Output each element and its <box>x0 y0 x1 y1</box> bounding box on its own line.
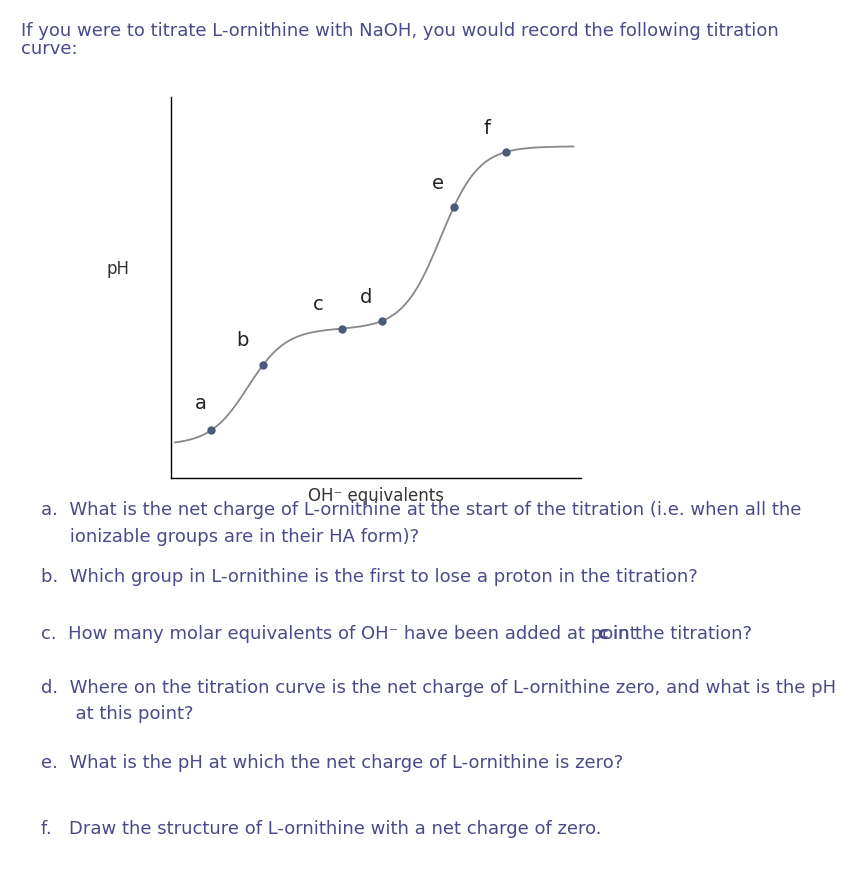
Text: d.  Where on the titration curve is the net charge of L-ornithine zero, and what: d. Where on the titration curve is the n… <box>41 678 836 722</box>
Text: f: f <box>484 119 491 138</box>
Text: c: c <box>312 294 323 314</box>
Text: f.   Draw the structure of L-ornithine with a net charge of zero.: f. Draw the structure of L-ornithine wit… <box>41 820 602 837</box>
Text: e: e <box>432 174 444 193</box>
Text: c: c <box>597 625 607 642</box>
Text: b.  Which group in L-ornithine is the first to lose a proton in the titration?: b. Which group in L-ornithine is the fir… <box>41 567 698 585</box>
Text: c.  How many molar equivalents of OH⁻ have been added at point: c. How many molar equivalents of OH⁻ hav… <box>41 625 643 642</box>
Text: a.  What is the net charge of L-ornithine at the start of the titration (i.e. wh: a. What is the net charge of L-ornithine… <box>41 501 801 545</box>
Text: pH: pH <box>106 260 129 278</box>
Text: e.  What is the pH at which the net charge of L-ornithine is zero?: e. What is the pH at which the net charg… <box>41 753 623 771</box>
Text: If you were to titrate L-ornithine with NaOH, you would record the following tit: If you were to titrate L-ornithine with … <box>21 22 779 40</box>
Text: b: b <box>237 330 249 349</box>
Text: in the titration?: in the titration? <box>607 625 752 642</box>
Text: a: a <box>195 393 207 413</box>
X-axis label: OH⁻ equivalents: OH⁻ equivalents <box>308 486 445 505</box>
Text: d: d <box>360 288 373 307</box>
Text: curve:: curve: <box>21 40 78 58</box>
